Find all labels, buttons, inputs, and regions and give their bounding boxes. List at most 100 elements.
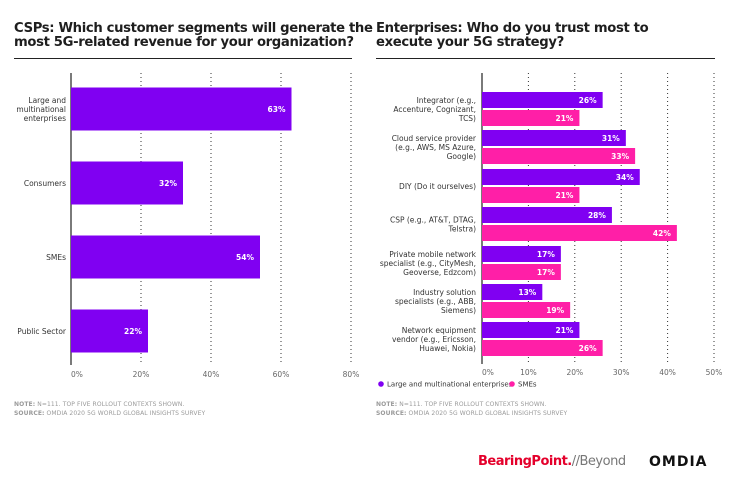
bar-value-label: 22% — [124, 327, 142, 336]
category-label: Accenture, Cognizant, — [393, 105, 476, 114]
category-label: Telstra) — [448, 225, 477, 234]
bar-large-enterprises — [482, 169, 640, 185]
bar-value-label: 26% — [579, 344, 597, 353]
omdia-logo: OMDIA — [649, 454, 708, 470]
category-label: Cloud service provider — [392, 134, 477, 143]
category-label: TCS) — [458, 114, 476, 123]
category-label: specialist (e.g., CityMesh, — [380, 259, 476, 268]
bar — [71, 235, 260, 279]
category-label: DIY (Do it ourselves) — [399, 182, 476, 191]
bar-value-label: 54% — [236, 253, 254, 262]
legend-label: SMEs — [518, 381, 537, 389]
left-note: NOTE: N=111. TOP FIVE ROLLOUT CONTEXTS S… — [14, 400, 205, 418]
right-note: NOTE: N=111. TOP FIVE ROLLOUT CONTEXTS S… — [376, 400, 567, 418]
legend-marker — [509, 381, 515, 387]
category-label: vendor (e.g., Ericsson, — [392, 335, 476, 344]
bar-large-enterprises — [482, 130, 626, 146]
bar-value-label: 26% — [579, 96, 597, 105]
left-note-text: N=111. TOP FIVE ROLLOUT CONTEXTS SHOWN. — [35, 401, 185, 408]
bar-value-label: 28% — [588, 211, 606, 220]
bar-large-enterprises — [482, 322, 580, 338]
category-label: enterprises — [24, 114, 66, 123]
x-tick-label: 60% — [273, 370, 290, 379]
x-tick-label: 20% — [566, 368, 583, 377]
category-label: SMEs — [46, 253, 66, 262]
x-tick-label: 20% — [133, 370, 150, 379]
bar-smes — [482, 225, 677, 241]
category-label: Industry solution — [413, 288, 476, 297]
left-chart-title: CSPs: Which customer segments will gener… — [14, 22, 373, 50]
x-tick-label: 0% — [482, 368, 494, 377]
bar — [71, 309, 148, 353]
bar-value-label: 42% — [653, 229, 671, 238]
bar-large-enterprises — [482, 284, 543, 300]
right-source-text: OMDIA 2020 5G WORLD GLOBAL INSIGHTS SURV… — [406, 410, 568, 417]
left-note-label: NOTE: — [14, 401, 36, 408]
category-label: Consumers — [24, 179, 66, 188]
right-chart-title: Enterprises: Who do you trust most to ex… — [376, 21, 649, 50]
category-label: CSP (e.g., AT&T, DTAG, — [390, 216, 476, 225]
legend-label: Large and multinational enterprises — [387, 381, 513, 389]
category-label: (e.g., AWS, MS Azure, — [395, 143, 476, 152]
bar-value-label: 17% — [537, 250, 555, 259]
category-label: Network equipment — [402, 326, 476, 335]
x-tick-label: 80% — [343, 370, 360, 379]
x-tick-label: 0% — [71, 370, 83, 379]
beyond-wordmark: //Beyond — [571, 454, 626, 469]
bar-value-label: 33% — [611, 152, 629, 161]
right-chart-title-line-1: Enterprises: Who do you trust most to — [376, 21, 649, 36]
bar-value-label: 21% — [555, 114, 573, 123]
bar-large-enterprises — [482, 92, 603, 108]
right-bar-chart: 0% 10% 20% 30% 40% 50% 26% 21% Integrator (e.g.,… — [378, 73, 723, 389]
x-tick-label: 10% — [520, 368, 537, 377]
x-tick-label: 40% — [203, 370, 220, 379]
bar-value-label: 31% — [602, 134, 620, 143]
bar-value-label: 13% — [518, 288, 536, 297]
category-label: Public Sector — [17, 327, 67, 336]
category-label: Private mobile network — [389, 250, 476, 259]
right-source-label: SOURCE: — [376, 410, 407, 417]
x-tick-label: 50% — [706, 368, 723, 377]
category-label: Geoverse, Edzcom) — [403, 268, 476, 277]
bearingpoint-wordmark: BearingPoint. — [478, 454, 572, 469]
x-tick-label: 30% — [613, 368, 630, 377]
bar-value-label: 17% — [537, 268, 555, 277]
left-chart-title-line-1: CSPs: Which customer segments will gener… — [14, 21, 373, 36]
right-title-rule — [376, 58, 715, 59]
category-label: Large and — [28, 96, 66, 105]
category-label: Google) — [447, 152, 476, 161]
left-source-text: OMDIA 2020 5G WORLD GLOBAL INSIGHTS SURV… — [44, 410, 206, 417]
bar-value-label: 21% — [555, 326, 573, 335]
bar-value-label: 32% — [159, 179, 177, 188]
bearingpoint-logo: BearingPoint.//Beyond — [478, 454, 626, 469]
right-source-line: SOURCE: OMDIA 2020 5G WORLD GLOBAL INSIG… — [376, 409, 567, 418]
bar-smes — [482, 302, 571, 318]
bar-value-label: 19% — [546, 306, 564, 315]
left-source-label: SOURCE: — [14, 410, 45, 417]
bar-smes — [482, 340, 603, 356]
legend-marker — [378, 381, 384, 387]
left-bar-chart: 0% 20% 40% 60% 80% 63% Large andmultinationale… — [16, 73, 360, 379]
bar-large-enterprises — [482, 207, 612, 223]
category-label: Integrator (e.g., — [417, 96, 476, 105]
bar — [71, 87, 292, 131]
left-source-line: SOURCE: OMDIA 2020 5G WORLD GLOBAL INSIG… — [14, 409, 205, 418]
category-label: specialists (e.g., ABB, — [395, 297, 476, 306]
bar-large-enterprises — [482, 246, 561, 262]
bar-smes — [482, 187, 580, 203]
left-chart-title-line-2: most 5G-related revenue for your organiz… — [14, 35, 354, 50]
right-chart-title-line-2: execute your 5G strategy? — [376, 35, 564, 50]
left-note-line: NOTE: N=111. TOP FIVE ROLLOUT CONTEXTS S… — [14, 400, 205, 409]
bar-value-label: 34% — [616, 173, 634, 182]
category-label: Siemens) — [441, 306, 476, 315]
right-note-line: NOTE: N=111. TOP FIVE ROLLOUT CONTEXTS S… — [376, 400, 567, 409]
bar-smes — [482, 264, 561, 280]
right-note-label: NOTE: — [376, 401, 398, 408]
left-title-rule — [14, 58, 352, 59]
bar-smes — [482, 110, 580, 126]
x-tick-label: 40% — [659, 368, 676, 377]
category-label: Huawei, Nokia) — [419, 344, 476, 353]
bar-value-label: 63% — [268, 105, 286, 114]
category-label: multinational — [16, 105, 66, 114]
bar-value-label: 21% — [555, 191, 573, 200]
